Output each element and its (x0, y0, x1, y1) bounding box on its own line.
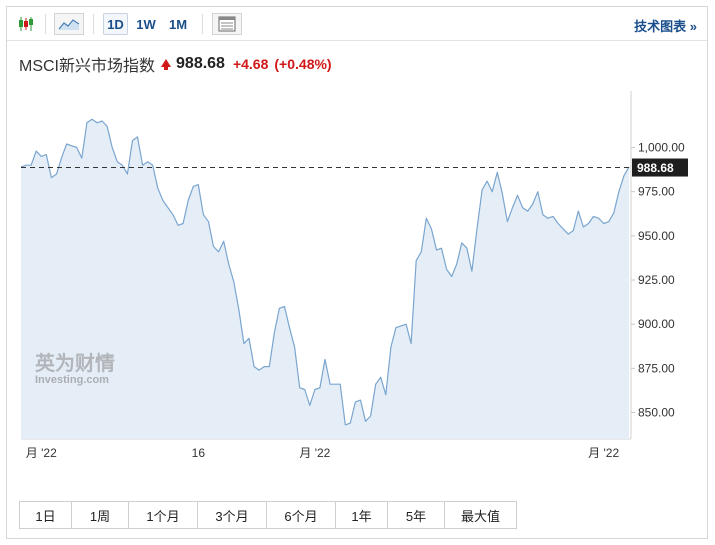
price-change-percent: (+0.48%) (274, 56, 332, 72)
timeframe-1m-button[interactable]: 1M (168, 16, 188, 32)
last-price-line: 988.68 (21, 158, 688, 177)
quote-header: MSCI新兴市场指数 988.68 +4.68 (+0.48%) (19, 53, 332, 75)
toolbar-divider (45, 14, 46, 34)
timeframe-1w-button[interactable]: 1W (136, 16, 156, 32)
range-button[interactable]: 6个月 (267, 502, 336, 528)
last-price: 988.68 (176, 55, 225, 72)
y-tick-label: 900.00 (638, 317, 675, 331)
timeframe-1d-button[interactable]: 1D (103, 13, 128, 35)
range-button[interactable]: 最大值 (460, 508, 500, 524)
y-tick-label: 850.00 (638, 406, 675, 420)
price-line (20, 118, 630, 426)
x-tick-label: 月 '22 (26, 446, 57, 460)
y-tick-label: 925.00 (638, 273, 675, 287)
toolbar-divider (202, 14, 203, 34)
chart-toolbar: 1D 1W 1M 技术图表 » (7, 7, 707, 41)
candlestick-icon[interactable] (15, 13, 37, 35)
last-price-badge-label: 988.68 (637, 161, 674, 175)
technical-chart-link[interactable]: 技术图表 » (634, 19, 697, 34)
range-button[interactable]: 3个月 (198, 502, 267, 528)
price-series (20, 118, 630, 440)
investing-watermark: 英为财情 Investing.com (35, 351, 115, 386)
price-change: +4.68 (232, 56, 269, 72)
x-tick-label: 16 (192, 446, 206, 460)
y-axis: 850.00 875.00 900.00 925.00 950.00 975.00 1,00… (631, 141, 685, 420)
last-price-badge (632, 158, 688, 177)
range-button[interactable]: 1个月 (129, 502, 198, 528)
watermark-brand-en: Investing.com (35, 374, 109, 386)
price-chart: 英为财情 Investing.com 850.00 875.00 900.00 925… (20, 91, 688, 460)
y-tick-label: 875.00 (638, 361, 675, 375)
range-button[interactable]: 1周 (72, 502, 129, 528)
range-button[interactable]: 5年 (388, 502, 445, 528)
range-button[interactable]: 1年 (336, 502, 388, 528)
chart-widget: 1D 1W 1M 技术图表 » MSCI新兴市场指数 988.68 +4.68 … (6, 6, 708, 539)
time-range-selector: 1日 1周 1个月 3个月 6个月 1年 5年 最大值 (19, 501, 517, 529)
x-tick-label: 月 '22 (588, 446, 619, 460)
y-tick-label: 950.00 (638, 229, 675, 243)
y-tick-label: 975.00 (638, 185, 675, 199)
table-view-icon[interactable] (212, 13, 242, 35)
x-tick-label: 月 '22 (299, 446, 330, 460)
area-chart-icon[interactable] (54, 13, 84, 35)
price-area-fill (21, 119, 629, 440)
watermark-brand-cn: 英为财情 (35, 351, 115, 375)
toolbar-divider (93, 14, 94, 34)
instrument-name: MSCI新兴市场指数 (19, 58, 156, 75)
y-tick-label: 1,000.00 (638, 141, 685, 155)
range-button[interactable]: 1日 (20, 502, 72, 528)
price-up-arrow-icon (161, 59, 172, 70)
